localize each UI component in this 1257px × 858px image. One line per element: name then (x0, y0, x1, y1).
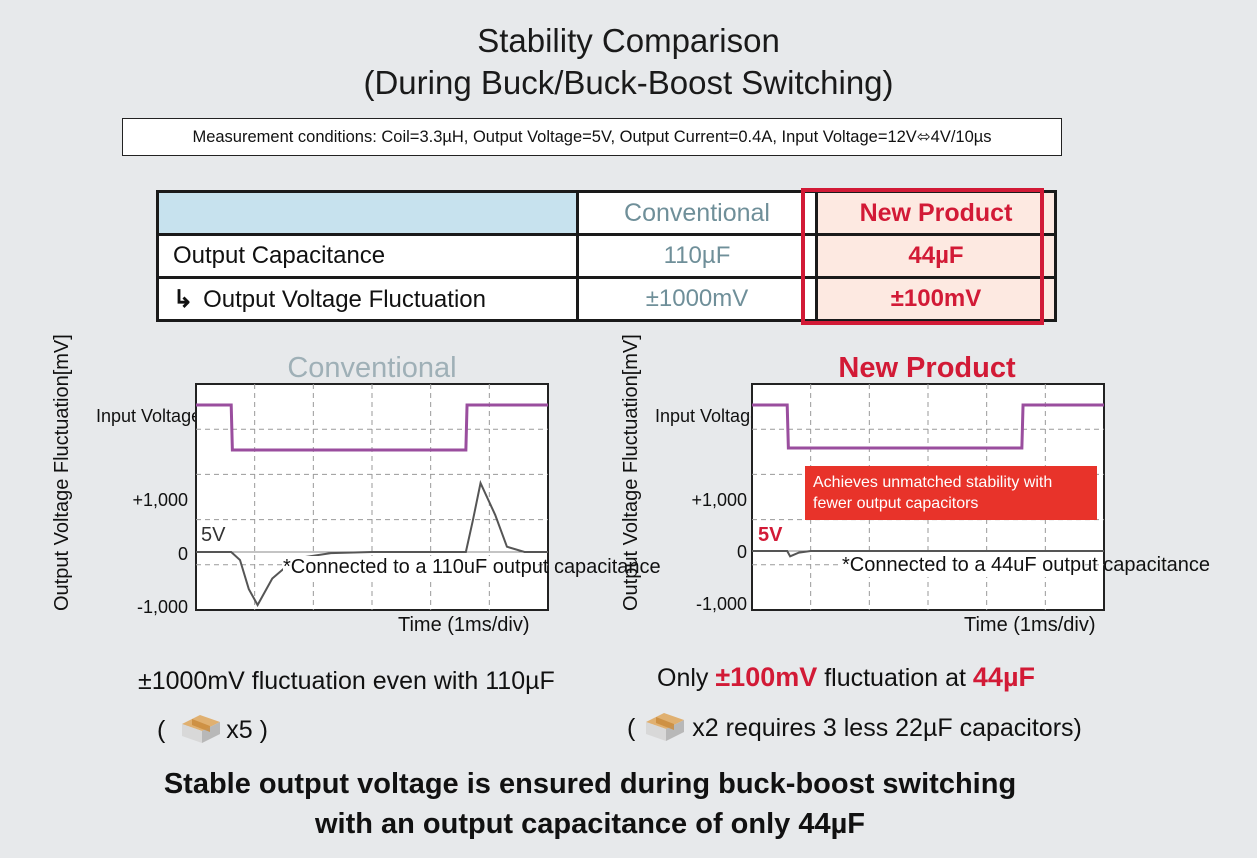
chart-title-conventional: Conventional (287, 352, 457, 384)
new-caption-mid: fluctuation at (817, 664, 973, 692)
page-subtitle: (During Buck/Buck-Boost Switching) (363, 64, 894, 101)
paren-close: ) (259, 716, 268, 744)
table-row: Output Capacitance 110µF 44µF (156, 233, 1057, 279)
new-caption-val1: ±100mV (715, 662, 818, 692)
chart-note-new: *Connected to a 44uF output capacitance (842, 554, 1211, 577)
row-conventional: ±1000mV (576, 276, 818, 322)
tick-zero: 0 (177, 544, 188, 564)
tick-input-voltage: Input Voltage (655, 406, 761, 426)
chart-note-conventional: *Connected to a 110uF output capacitance (283, 556, 661, 579)
chart-xlabel-conventional: Time (1ms/div) (398, 614, 530, 636)
conclusion-line2: with an output capacitance of only 44µF (314, 808, 866, 840)
comparison-table: Conventional New Product Output Capacita… (156, 190, 1057, 322)
tick-minus-1000: -1,000 (695, 594, 747, 614)
tick-plus-1000: +1,000 (132, 490, 188, 510)
tick-plus-1000: +1,000 (691, 490, 747, 510)
new-caption: Only ±100mV fluctuation at 44µF (657, 662, 1035, 693)
page-title: Stability Comparison (477, 22, 780, 59)
row-new: 44µF (815, 233, 1057, 279)
capacitor-count: x2 requires 3 less 22µF capacitors (692, 714, 1074, 742)
tick-zero: 0 (736, 542, 747, 562)
conclusion-line1: Stable output voltage is ensured during … (163, 768, 1017, 800)
table-row: ↳ Output Voltage Fluctuation ±1000mV ±100… (156, 276, 1057, 322)
capacitor-icon (182, 715, 221, 743)
capacitor-count: x5 (226, 716, 253, 744)
table-header-empty (156, 190, 579, 236)
table-header-conventional: Conventional (576, 190, 818, 236)
new-count: ( x2 requires 3 less 22µF capacitors) (627, 708, 1082, 743)
paren-open: ( (157, 716, 166, 744)
row-conventional: 110µF (576, 233, 818, 279)
row-label-text: Output Voltage Fluctuation (203, 285, 486, 313)
new-caption-val2: 44µF (972, 662, 1035, 692)
table-header-new-product: New Product (815, 190, 1057, 236)
input-voltage-trace (752, 403, 1104, 450)
input-voltage-trace (196, 403, 548, 452)
chart-marker-5v: 5V (201, 524, 226, 546)
output-voltage-trace (196, 479, 548, 608)
measurement-conditions: Measurement conditions: Coil=3.3µH, Outp… (122, 118, 1062, 156)
chart-marker-5v: 5V (758, 524, 783, 546)
capacitor-icon (646, 713, 685, 741)
tick-input-voltage: Input Voltage (96, 406, 202, 426)
chart-title-new-product: New Product (838, 352, 1016, 384)
conventional-caption: ±1000mV fluctuation even with 110µF (138, 667, 555, 695)
row-new: ±100mV (815, 276, 1057, 322)
conventional-count: ( x5 ) (157, 710, 268, 745)
output-voltage-trace (752, 550, 1104, 558)
chart-annotation-badge: Achieves unmatched stability with fewer … (805, 466, 1097, 520)
tick-minus-1000: -1,000 (136, 597, 188, 617)
row-label: Output Capacitance (156, 233, 579, 279)
table-header-row: Conventional New Product (156, 190, 1057, 236)
new-caption-pre: Only (657, 664, 716, 692)
paren-open: ( (627, 714, 636, 742)
row-label: ↳ Output Voltage Fluctuation (156, 276, 579, 322)
sub-arrow-icon: ↳ (173, 285, 194, 313)
paren-close: ) (1073, 714, 1082, 742)
chart-xlabel-new: Time (1ms/div) (964, 614, 1096, 636)
